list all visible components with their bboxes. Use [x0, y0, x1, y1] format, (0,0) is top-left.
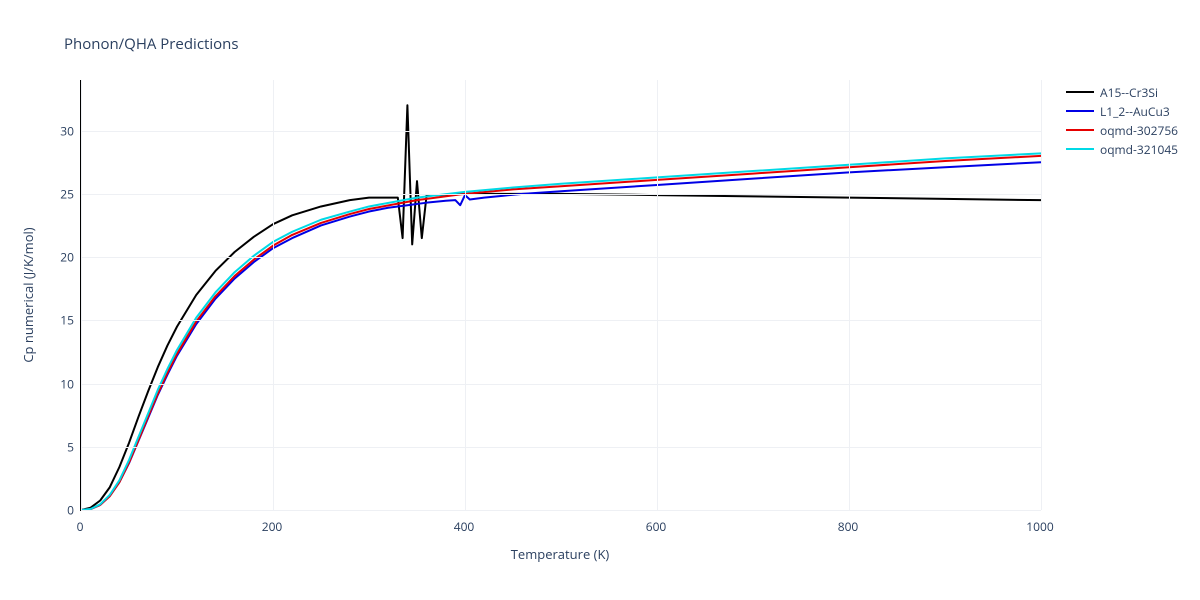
legend-item[interactable]: oqmd-321045: [1066, 141, 1178, 157]
gridline-v: [465, 80, 466, 510]
y-axis-label: Cp numerical (J/K/mol): [19, 227, 37, 362]
gridline-h: [81, 194, 1041, 195]
y-tick-label: 30: [50, 122, 74, 139]
gridline-h: [81, 131, 1041, 132]
y-tick-label: 15: [50, 312, 74, 329]
gridline-v: [849, 80, 850, 510]
chart-title: Phonon/QHA Predictions: [64, 34, 239, 54]
legend-swatch: [1066, 91, 1094, 93]
y-tick-label: 25: [50, 185, 74, 202]
x-tick-label: 600: [646, 518, 667, 535]
x-tick-label: 0: [77, 518, 84, 535]
x-tick-label: 1000: [1026, 518, 1053, 535]
series-line[interactable]: [81, 156, 1041, 510]
y-tick-label: 5: [50, 438, 74, 455]
legend-swatch: [1066, 110, 1094, 112]
x-tick-label: 400: [454, 518, 475, 535]
legend: A15--Cr3Si L1_2--AuCu3 oqmd-302756 oqmd-321…: [1066, 84, 1178, 160]
gridline-v: [81, 80, 82, 510]
y-tick-label: 10: [50, 375, 74, 392]
gridline-v: [273, 80, 274, 510]
series-line[interactable]: [81, 105, 1041, 510]
legend-label: L1_2--AuCu3: [1100, 103, 1170, 120]
y-tick-label: 20: [50, 249, 74, 266]
legend-swatch: [1066, 129, 1094, 131]
chart-lines: [81, 80, 1041, 510]
x-axis-label: Temperature (K): [511, 545, 610, 563]
gridline-h: [81, 257, 1041, 258]
x-tick-label: 200: [262, 518, 283, 535]
series-line[interactable]: [81, 153, 1041, 510]
gridline-v: [657, 80, 658, 510]
legend-swatch: [1066, 148, 1094, 150]
legend-label: oqmd-321045: [1100, 141, 1178, 158]
gridline-v: [1041, 80, 1042, 510]
legend-item[interactable]: A15--Cr3Si: [1066, 84, 1178, 100]
plot-area: [80, 80, 1041, 511]
series-line[interactable]: [81, 162, 1041, 510]
legend-label: oqmd-302756: [1100, 122, 1178, 139]
gridline-h: [81, 384, 1041, 385]
x-tick-label: 800: [838, 518, 859, 535]
legend-item[interactable]: oqmd-302756: [1066, 122, 1178, 138]
y-tick-label: 0: [50, 502, 74, 519]
gridline-h: [81, 510, 1041, 511]
gridline-h: [81, 320, 1041, 321]
legend-item[interactable]: L1_2--AuCu3: [1066, 103, 1178, 119]
gridline-h: [81, 447, 1041, 448]
legend-label: A15--Cr3Si: [1100, 84, 1158, 101]
